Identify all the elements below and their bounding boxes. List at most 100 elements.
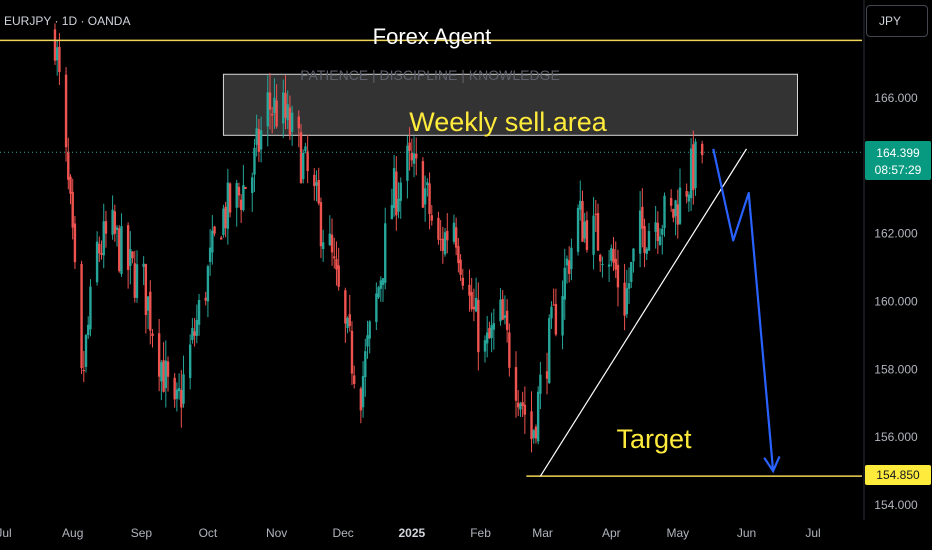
candle-body: [576, 207, 580, 252]
candle-body: [69, 176, 72, 194]
price-tick-label: 158.000: [874, 362, 918, 376]
candle-body: [268, 92, 272, 110]
candle-body: [235, 183, 238, 208]
candle-body: [304, 146, 307, 151]
candle-body: [335, 259, 338, 270]
candle-body: [519, 403, 522, 410]
candle-body: [406, 145, 409, 181]
candle-body: [284, 92, 287, 118]
candle-body: [208, 247, 212, 262]
currency-button[interactable]: JPY: [866, 5, 928, 37]
candle-body: [191, 327, 194, 340]
candle-body: [290, 112, 294, 132]
candle-body: [454, 227, 458, 248]
candle-body: [474, 297, 478, 312]
candle-body: [423, 188, 427, 205]
candle-body: [638, 210, 642, 254]
candle-body: [399, 182, 402, 201]
candle-body: [523, 404, 527, 415]
candle-body: [113, 211, 117, 234]
candle-body: [521, 402, 524, 406]
candle-body: [144, 263, 148, 315]
candle-body: [678, 187, 682, 224]
candle-body: [337, 265, 340, 287]
candle-body: [188, 344, 192, 378]
price-tick-label: 166.000: [874, 91, 918, 105]
candle-body: [330, 234, 334, 253]
candle-body: [319, 202, 323, 247]
candle-body: [142, 263, 145, 267]
time-tick-label: Aug: [62, 526, 83, 540]
projection-arrow[interactable]: [712, 148, 775, 472]
price-tick-label: 160.000: [874, 295, 918, 309]
candle-body: [228, 183, 232, 213]
candle-body: [508, 332, 511, 368]
trendline[interactable]: [539, 148, 748, 477]
candle-body: [483, 340, 487, 352]
candle-body: [461, 277, 465, 286]
candle-body: [661, 228, 664, 235]
candle-body: [452, 222, 456, 242]
symbol-label[interactable]: EURJPY · 1D · OANDA: [4, 14, 131, 28]
candle-body: [288, 107, 292, 136]
target-price-value: 154.850: [876, 468, 920, 482]
candle-body: [164, 360, 167, 389]
sell-zone-box[interactable]: [222, 73, 798, 136]
time-tick-label: Dec: [332, 526, 353, 540]
candle-body: [676, 204, 679, 225]
candle-body: [242, 185, 245, 211]
candle-body: [552, 304, 555, 306]
candle-body: [392, 168, 396, 209]
candle-body: [627, 283, 631, 289]
candle-body: [175, 389, 179, 399]
candle-body: [563, 267, 566, 300]
candle-body: [111, 209, 114, 235]
candle-body: [95, 241, 99, 283]
candle-body: [67, 151, 70, 180]
candle-body: [594, 213, 597, 215]
candle-body: [441, 238, 445, 251]
candle-body: [366, 335, 369, 347]
candle-body: [532, 430, 535, 438]
bar-countdown: 08:57:29: [875, 163, 922, 177]
candle-body: [333, 256, 336, 259]
candle-body: [687, 194, 691, 202]
candle-body: [302, 152, 305, 180]
candle-body: [321, 242, 325, 250]
candle-body: [647, 231, 651, 251]
candle-body: [654, 222, 657, 232]
candle-body: [379, 280, 382, 289]
candle-body: [266, 92, 269, 127]
candle-body: [226, 182, 230, 229]
candle-body: [162, 360, 165, 392]
candle-body: [58, 46, 61, 73]
candle-body: [567, 260, 571, 274]
price-tick-label: 162.000: [874, 227, 918, 241]
candle-body: [674, 200, 677, 217]
last-price-badge: [865, 141, 931, 180]
candle-body: [299, 132, 303, 184]
candle-body: [131, 251, 134, 259]
target-label: Target: [616, 424, 692, 454]
candle-body: [692, 144, 695, 190]
candle-body: [251, 177, 254, 194]
candle-body: [477, 299, 480, 353]
candle-body: [377, 287, 380, 298]
candle-body: [364, 351, 367, 378]
candle-body: [375, 293, 378, 323]
candle-body: [133, 263, 136, 298]
candle-body: [313, 174, 316, 187]
candle-body: [120, 226, 123, 274]
candle-body: [193, 331, 196, 336]
time-axis[interactable]: Jul Aug Sep Oct Nov Dec 2025 Feb Mar Apr May Jun Jul: [0, 526, 821, 540]
candles: [53, 23, 704, 453]
candle-body: [550, 306, 553, 319]
candle-body: [645, 248, 648, 254]
candle-body: [503, 315, 507, 319]
candle-body: [352, 375, 356, 384]
candle-body: [579, 200, 582, 210]
candle-body: [270, 113, 274, 116]
candle-body: [459, 259, 462, 275]
arrowhead-icon: [763, 455, 781, 474]
